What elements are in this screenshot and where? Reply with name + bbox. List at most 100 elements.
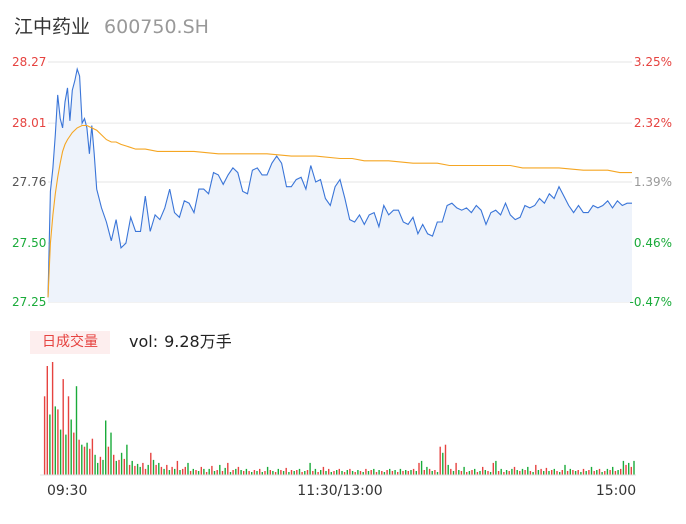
- volume-bar: [545, 467, 548, 475]
- volume-bar: [399, 468, 402, 475]
- y-tick-left: 27.76: [12, 175, 46, 189]
- volume-bar: [367, 471, 370, 475]
- y-tick-right: 0.46%: [634, 236, 672, 250]
- volume-bar: [434, 470, 436, 475]
- volume-bar: [466, 472, 468, 475]
- stock-header: 江中药业 600750.SH: [14, 12, 209, 40]
- volume-bar: [439, 446, 441, 475]
- volume-bar: [442, 452, 444, 475]
- volume-bar: [99, 456, 102, 475]
- volume-bar: [94, 454, 96, 475]
- volume-badge[interactable]: 日成交量: [30, 331, 110, 354]
- volume-bar: [49, 414, 51, 475]
- volume-bar: [505, 470, 508, 475]
- volume-bar: [543, 471, 545, 475]
- volume-bar: [229, 472, 232, 475]
- volume-bar: [405, 470, 407, 475]
- volume-bar: [479, 471, 481, 475]
- volume-bar: [402, 471, 404, 475]
- volume-bar: [51, 362, 54, 475]
- volume-bar: [535, 464, 537, 475]
- volume-bar: [338, 468, 340, 475]
- average-line: [47, 124, 632, 298]
- volume-bar: [213, 471, 216, 475]
- x-tick: 09:30: [47, 483, 87, 499]
- volume-readout: vol: 9.28万手: [129, 331, 232, 353]
- volume-bar: [489, 472, 492, 475]
- volume-bar: [245, 468, 248, 475]
- volume-bar: [508, 471, 510, 475]
- volume-bar: [261, 472, 263, 475]
- volume-bar: [43, 396, 46, 475]
- volume-bar: [134, 465, 136, 475]
- volume-bar: [620, 468, 622, 475]
- volume-bar: [189, 471, 192, 475]
- volume-bar: [54, 406, 56, 475]
- volume-bar: [107, 446, 110, 475]
- volume-bar: [556, 471, 558, 475]
- volume-bar: [240, 470, 242, 475]
- volume-bar: [365, 468, 367, 475]
- volume-bar: [357, 470, 359, 475]
- volume-bar: [298, 468, 301, 475]
- volume-bar: [65, 434, 67, 475]
- volume-bar: [89, 448, 91, 475]
- volume-bar: [187, 462, 189, 475]
- volume-bar: [452, 471, 455, 475]
- volume-bar: [418, 462, 420, 475]
- volume-bar: [174, 468, 176, 475]
- volume-bar: [192, 468, 194, 475]
- volume-bar: [553, 468, 555, 475]
- y-tick-left: 27.50: [12, 236, 46, 250]
- volume-bar: [389, 468, 391, 475]
- volume-bar: [200, 466, 202, 475]
- volume-bar: [630, 466, 632, 475]
- volume-bar: [277, 468, 279, 475]
- volume-bar: [343, 472, 346, 475]
- volume-bar: [139, 466, 141, 475]
- volume-bar: [628, 462, 630, 475]
- volume-bar: [282, 471, 285, 475]
- volume-bar: [150, 452, 152, 475]
- volume-bar: [243, 471, 245, 475]
- volume-bar: [612, 466, 614, 475]
- volume-bar: [444, 444, 447, 475]
- volume-value: 9.28万手: [164, 332, 232, 351]
- volume-bar: [574, 471, 577, 475]
- volume-bar: [447, 464, 449, 475]
- volume-bar: [572, 470, 574, 475]
- volume-bar: [57, 409, 59, 475]
- volume-bar: [527, 466, 529, 475]
- volume-bar: [537, 470, 540, 475]
- volume-bar: [585, 471, 587, 475]
- volume-bar: [370, 470, 372, 475]
- volume-bar: [351, 471, 354, 475]
- volume-bar: [259, 468, 261, 475]
- volume-bar: [407, 471, 409, 475]
- volume-bar: [426, 466, 428, 475]
- volume-bar: [341, 471, 343, 475]
- volume-bar: [147, 464, 149, 475]
- volume-bar: [423, 470, 425, 475]
- volume-bar: [412, 468, 415, 475]
- volume-bar: [208, 468, 210, 475]
- volume-bar: [304, 471, 306, 475]
- volume-bar: [391, 471, 394, 475]
- volume-bar: [559, 472, 561, 475]
- volume-bar: [606, 468, 609, 475]
- volume-bar: [70, 419, 72, 475]
- volume-bar: [381, 471, 383, 475]
- volume-bar: [593, 471, 595, 475]
- volume-bar: [516, 470, 518, 475]
- volume-bar: [179, 470, 181, 475]
- volume-bar: [221, 471, 224, 475]
- volume-bar: [136, 463, 139, 475]
- volume-bar: [195, 470, 197, 475]
- volume-bar: [86, 442, 88, 475]
- volume-bar: [330, 472, 332, 475]
- volume-bar: [105, 420, 107, 475]
- volume-bar: [373, 468, 375, 475]
- volume-bar: [625, 464, 627, 475]
- volume-bar: [590, 466, 593, 475]
